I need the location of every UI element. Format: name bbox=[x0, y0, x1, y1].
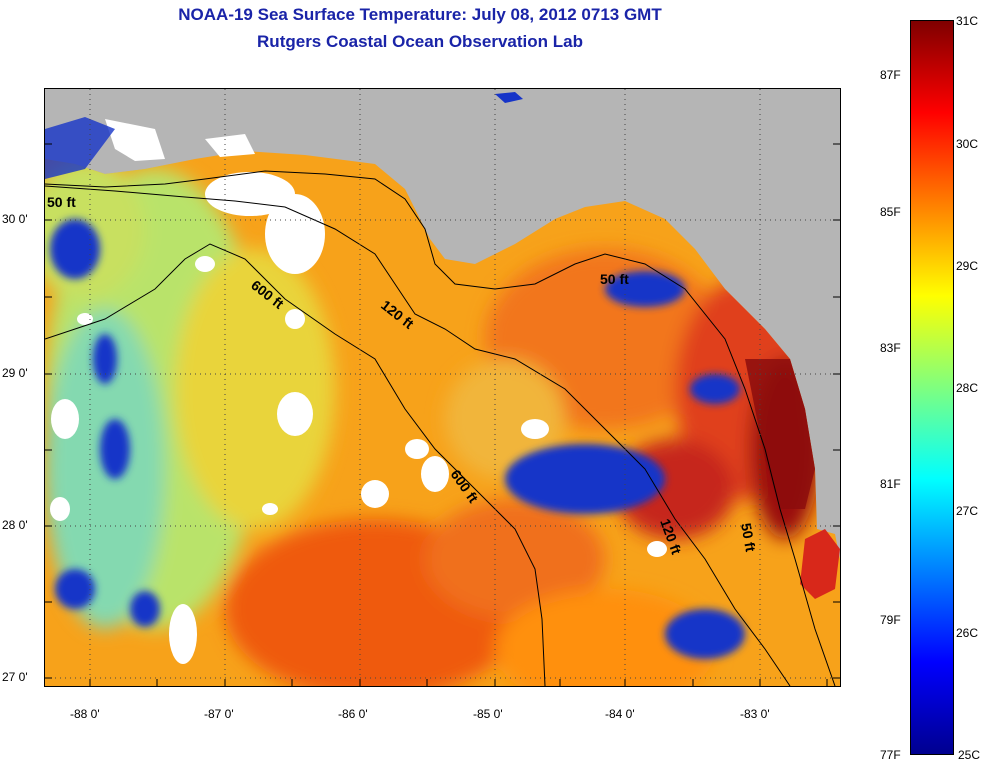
frame-ticks bbox=[45, 143, 840, 686]
lat-label-27: 27 0' bbox=[2, 670, 28, 684]
lon-label-85: -85 0' bbox=[473, 707, 503, 721]
isobath-contours bbox=[45, 170, 836, 686]
cbar-label-77f: 77F bbox=[880, 748, 901, 762]
temperature-colorbar bbox=[910, 20, 954, 755]
cbar-label-29c: 29C bbox=[956, 259, 979, 273]
lat-label-30: 30 0' bbox=[2, 212, 28, 226]
lon-label-87: -87 0' bbox=[204, 707, 234, 721]
cbar-label-26c: 26C bbox=[956, 626, 979, 640]
contour-label-50ft-3: 50 ft bbox=[738, 522, 759, 553]
cbar-label-31c: 31C bbox=[956, 14, 979, 28]
lat-label-28: 28 0' bbox=[2, 518, 28, 532]
cbar-label-81f: 81F bbox=[880, 477, 901, 491]
cloud-mask bbox=[50, 172, 667, 664]
map-subtitle: Rutgers Coastal Ocean Observation Lab bbox=[257, 32, 583, 51]
cbar-label-27c: 27C bbox=[956, 504, 979, 518]
cbar-label-85f: 85F bbox=[880, 205, 901, 219]
map-title: NOAA-19 Sea Surface Temperature: July 08… bbox=[178, 5, 662, 24]
contour-label-50ft: 50 ft bbox=[47, 194, 76, 210]
cbar-label-25c: 25C bbox=[958, 748, 981, 762]
sst-field bbox=[45, 151, 840, 686]
sst-map-canvas: 50 ft 600 ft 120 ft 50 ft 600 ft 120 ft … bbox=[45, 89, 840, 686]
cbar-label-87f: 87F bbox=[880, 68, 901, 82]
cbar-label-28c: 28C bbox=[956, 381, 979, 395]
cbar-label-79f: 79F bbox=[880, 613, 901, 627]
cbar-label-30c: 30C bbox=[956, 137, 979, 151]
lon-label-88: -88 0' bbox=[70, 707, 100, 721]
contour-label-50ft-2: 50 ft bbox=[600, 271, 629, 287]
lat-label-29: 29 0' bbox=[2, 366, 28, 380]
sst-map: 50 ft 600 ft 120 ft 50 ft 600 ft 120 ft … bbox=[44, 88, 841, 687]
lon-label-84: -84 0' bbox=[605, 707, 635, 721]
lon-label-83: -83 0' bbox=[740, 707, 770, 721]
lon-label-86: -86 0' bbox=[338, 707, 368, 721]
cbar-label-83f: 83F bbox=[880, 341, 901, 355]
